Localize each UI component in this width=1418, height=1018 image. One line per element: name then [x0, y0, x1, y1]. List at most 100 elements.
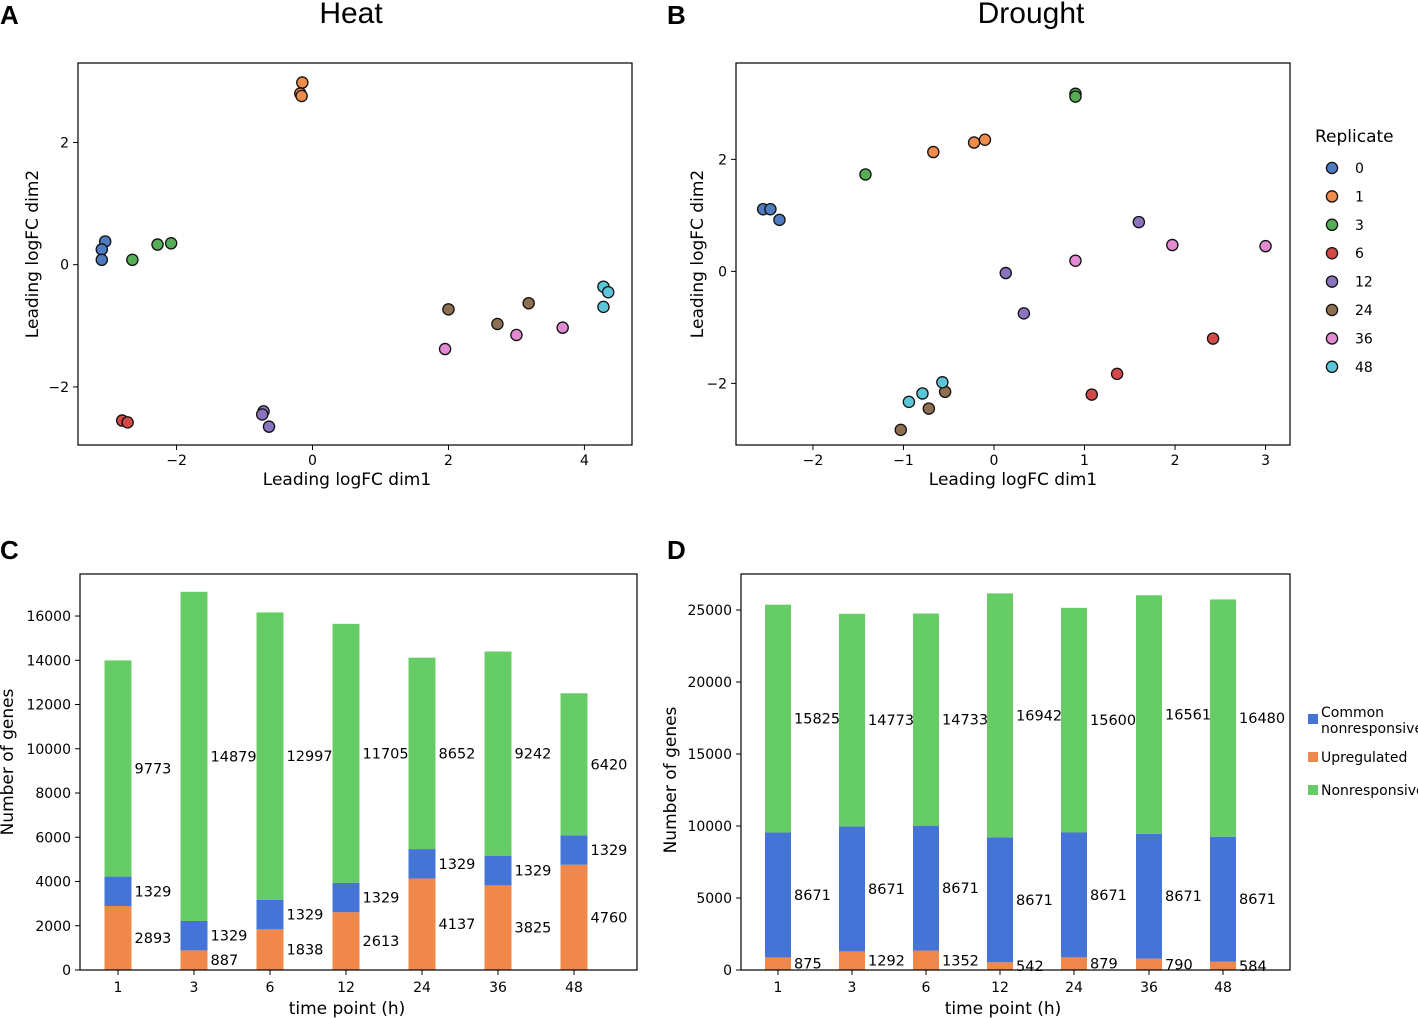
y-tick-label: 5000 — [696, 891, 732, 907]
legend-label-replicate-3: 3 — [1355, 218, 1364, 234]
panel-b-drought-scatter: B Drought Leading logFC dim1 Leading log… — [667, 0, 1394, 490]
data-point-replicate-1 — [295, 89, 308, 103]
bar-segment-nonresponsive — [765, 604, 791, 833]
legend-label-replicate-36: 36 — [1355, 331, 1373, 347]
panel-letter-a: A — [0, 0, 19, 30]
bar-segment-common-nonresponsive — [180, 920, 208, 951]
data-point-replicate-36 — [556, 321, 569, 334]
y-tick-label: 0 — [60, 258, 69, 274]
panel-d-plot-frame — [740, 573, 1291, 971]
data-point-replicate-24 — [442, 303, 455, 316]
y-tick-label: −2 — [48, 380, 69, 396]
panel-c-heat-bar-chart: C time point (h) Number of genes 0 2000 40… — [0, 535, 638, 1018]
legend-label-replicate-1: 1 — [1355, 189, 1364, 205]
y-tick-label: 14000 — [26, 653, 71, 669]
bar-value-label-upregulated: 887 — [211, 953, 239, 969]
panel-a-title: Heat — [319, 0, 383, 30]
bar-segment-nonresponsive — [408, 657, 436, 850]
x-tick-label: −2 — [166, 453, 187, 469]
bar-segment-nonresponsive — [484, 651, 512, 856]
bar-segment-nonresponsive — [180, 591, 208, 921]
panel-a-points — [95, 76, 615, 433]
x-tick-label: 2 — [1171, 453, 1180, 469]
legend-marker-replicate-6 — [1325, 246, 1339, 260]
bar-value-label-upregulated: 3825 — [515, 921, 552, 937]
bar-segment-common-nonresponsive — [765, 832, 791, 958]
data-point-replicate-36 — [510, 328, 523, 342]
panel-c-bars: 2893 1329 9773 887 1329 14879 1838 1329 12997 261… — [104, 591, 628, 970]
bar-segment-nonresponsive — [839, 613, 865, 827]
y-tick-label: 15000 — [687, 747, 732, 763]
x-tick-label: 1 — [774, 980, 783, 996]
bar-value-label-upregulated: 4760 — [591, 910, 628, 926]
bar-value-label-common-nonresponsive: 8671 — [1016, 893, 1053, 909]
data-point-replicate-24 — [894, 423, 908, 437]
data-point-replicate-24 — [522, 296, 535, 310]
x-tick-label: 12 — [991, 980, 1009, 996]
bar-segment-common-nonresponsive — [1061, 832, 1087, 958]
replicate-legend-title: Replicate — [1315, 127, 1394, 147]
bar-value-label-common-nonresponsive: 8671 — [1239, 892, 1276, 908]
y-tick-label: 16000 — [26, 609, 71, 625]
bar-value-label-nonresponsive: 11705 — [363, 746, 409, 762]
data-point-replicate-6 — [1085, 388, 1099, 401]
bar-value-label-nonresponsive: 15825 — [794, 712, 840, 728]
bar-segment-upregulated — [839, 951, 865, 970]
data-point-replicate-6 — [121, 416, 134, 429]
x-tick-label: 48 — [1214, 980, 1232, 996]
panel-a-ticks: −2 0 2 4 −2 0 2 — [48, 135, 589, 469]
data-point-replicate-12 — [1132, 215, 1146, 229]
y-tick-label: 2 — [718, 152, 727, 168]
bar-segment-upregulated — [560, 864, 588, 970]
data-point-replicate-0 — [764, 202, 777, 216]
legend-marker-replicate-3 — [1325, 218, 1339, 232]
bar-value-label-nonresponsive: 6420 — [591, 757, 628, 773]
category-legend: Common nonresponsive Upregulated Nonrespons… — [1308, 705, 1418, 799]
y-tick-label: 20000 — [687, 675, 732, 691]
bar-value-label-common-nonresponsive: 8671 — [942, 881, 979, 897]
data-point-replicate-3 — [151, 238, 164, 251]
bar-segment-upregulated — [913, 950, 939, 970]
data-point-replicate-36 — [438, 342, 452, 356]
bar-value-label-upregulated: 4137 — [439, 917, 476, 933]
x-tick-label: 3 — [1261, 453, 1270, 469]
legend-label-replicate-12: 12 — [1355, 275, 1373, 291]
bar-segment-nonresponsive — [1210, 599, 1236, 837]
panel-d-bars: 875 8671 15825 1292 8671 14773 1352 8671 14733 54… — [765, 593, 1285, 975]
data-point-replicate-12 — [999, 266, 1013, 280]
legend-swatch-common-nonresponsive — [1308, 714, 1318, 724]
bar-value-label-common-nonresponsive: 1329 — [591, 843, 628, 859]
data-point-replicate-48 — [597, 300, 610, 314]
y-tick-label: 2000 — [35, 919, 71, 935]
legend-marker-replicate-12 — [1325, 275, 1339, 288]
bar-value-label-nonresponsive: 16561 — [1165, 708, 1211, 724]
data-point-replicate-48 — [936, 376, 949, 389]
x-tick-label: 4 — [580, 453, 589, 469]
bar-value-label-nonresponsive: 14879 — [211, 749, 257, 765]
panel-b-plot-frame — [735, 62, 1291, 446]
bar-value-label-nonresponsive: 15600 — [1090, 713, 1136, 729]
x-tick-label: 3 — [848, 980, 857, 996]
bar-value-label-upregulated: 584 — [1239, 959, 1267, 975]
y-tick-label: 12000 — [26, 698, 71, 714]
panel-b-ticks: −2 −1 0 1 2 3 −2 0 2 — [706, 152, 1270, 469]
data-point-replicate-48 — [902, 395, 916, 409]
x-tick-label: 2 — [444, 453, 453, 469]
x-tick-label: 24 — [1065, 980, 1083, 996]
bar-segment-upregulated — [987, 962, 1013, 970]
bar-value-label-common-nonresponsive: 1329 — [135, 884, 172, 900]
bar-segment-upregulated — [104, 905, 132, 970]
y-tick-label: 25000 — [687, 603, 732, 619]
y-tick-label: 10000 — [687, 819, 732, 835]
panel-letter-b: B — [667, 0, 686, 30]
data-point-replicate-6 — [1206, 332, 1220, 345]
legend-label-replicate-0: 0 — [1355, 161, 1364, 177]
data-point-replicate-3 — [126, 253, 139, 267]
bar-segment-common-nonresponsive — [1136, 833, 1162, 959]
bar-value-label-nonresponsive: 8652 — [439, 746, 476, 762]
x-tick-label: 12 — [337, 980, 355, 996]
bar-value-label-nonresponsive: 14773 — [868, 713, 914, 729]
x-tick-label: 6 — [922, 980, 931, 996]
bar-segment-common-nonresponsive — [1210, 836, 1236, 962]
bar-segment-upregulated — [1061, 957, 1087, 970]
